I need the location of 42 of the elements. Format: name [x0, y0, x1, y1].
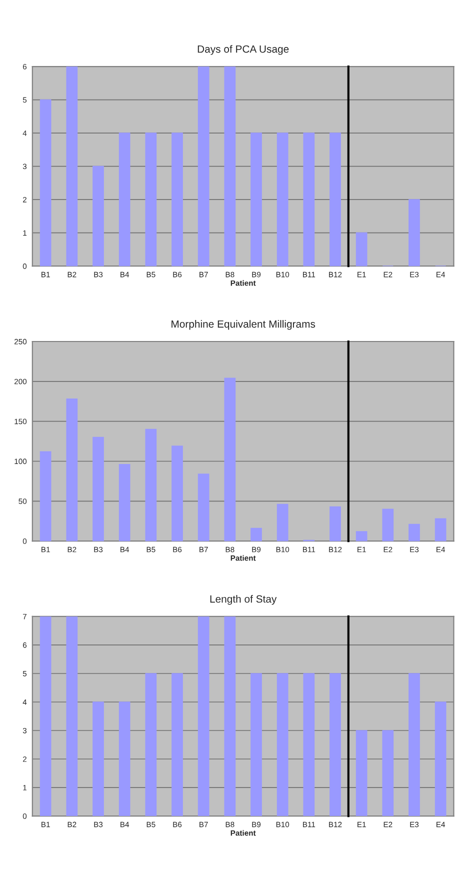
bar — [92, 702, 104, 816]
bar — [434, 518, 446, 542]
bar — [145, 673, 157, 816]
bar — [172, 132, 183, 266]
bar — [198, 474, 210, 542]
bar — [408, 524, 420, 542]
bar — [172, 446, 183, 542]
bar — [172, 673, 183, 816]
bar — [330, 132, 341, 266]
bar — [224, 616, 236, 816]
bar — [303, 673, 315, 816]
bar — [303, 132, 315, 266]
bar — [118, 464, 130, 542]
bar — [276, 504, 288, 542]
bar — [330, 673, 341, 816]
bar — [40, 616, 52, 816]
chart-title: Days of PCA Usage — [198, 45, 289, 55]
bar — [40, 451, 52, 542]
bar — [198, 616, 210, 816]
bar — [66, 398, 78, 542]
bar — [356, 531, 368, 542]
bar — [250, 528, 262, 542]
bar — [66, 616, 78, 816]
bar — [92, 166, 104, 266]
bar — [66, 66, 78, 266]
bar — [40, 99, 52, 266]
bar — [250, 673, 262, 816]
chart-title: Length of Stay — [210, 595, 277, 605]
bar — [145, 132, 157, 266]
bar — [92, 436, 104, 542]
bar — [276, 673, 288, 816]
bar — [198, 66, 210, 266]
bar — [118, 132, 130, 266]
bar — [276, 132, 288, 266]
bar — [224, 378, 236, 542]
bar — [330, 506, 341, 542]
bar — [118, 702, 130, 816]
bar — [382, 508, 394, 542]
bar — [145, 428, 157, 542]
bar — [250, 132, 262, 266]
bar — [224, 66, 236, 266]
chart-title: Morphine Equivalent Milligrams — [172, 320, 316, 330]
